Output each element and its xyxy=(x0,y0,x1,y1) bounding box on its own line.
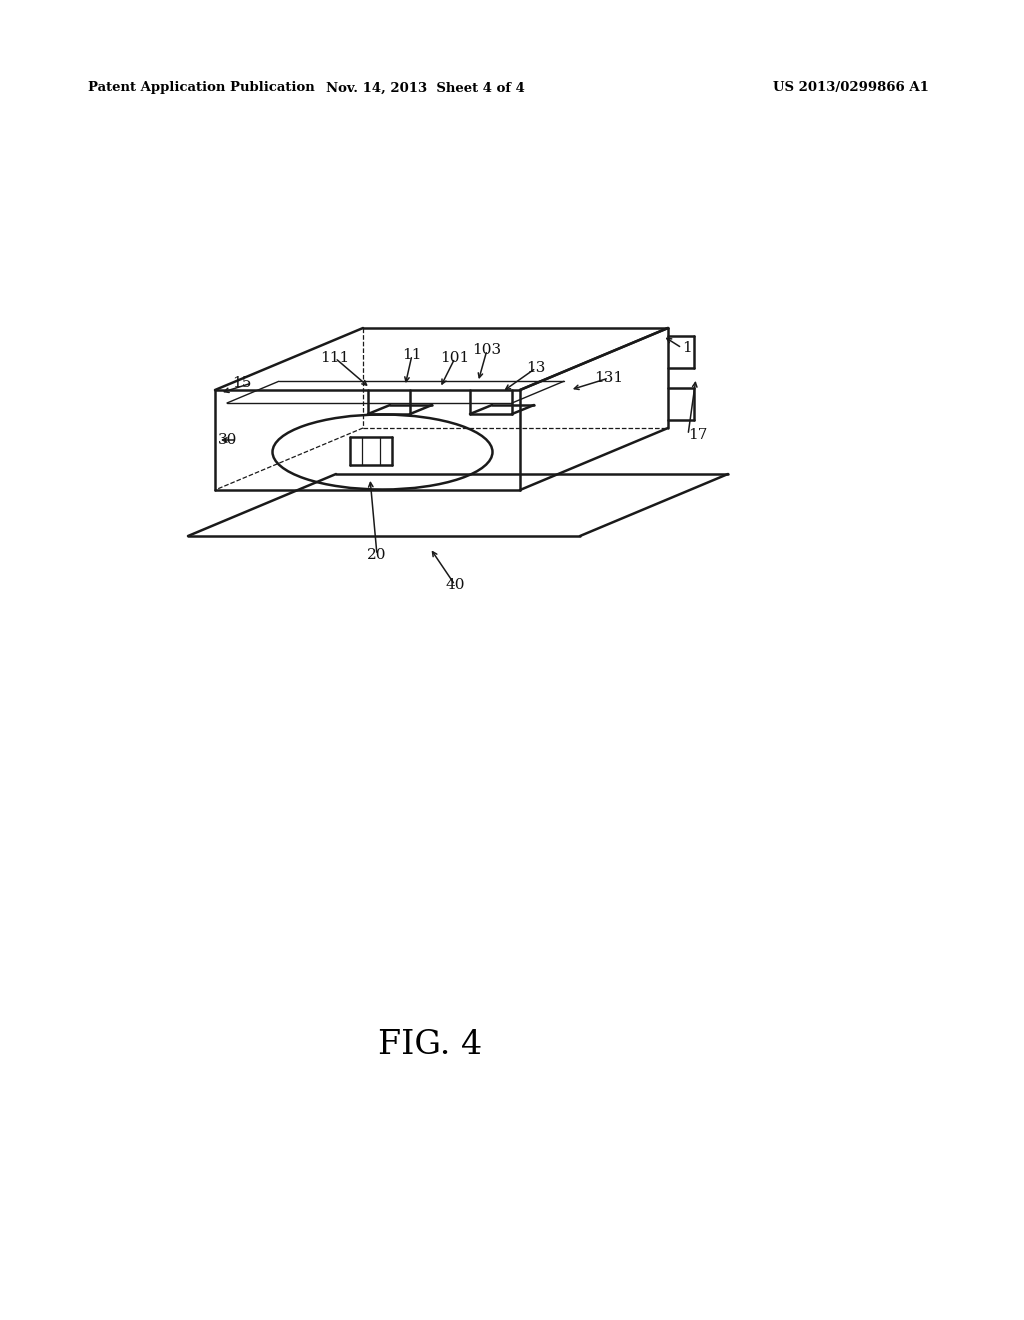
Text: 131: 131 xyxy=(595,371,624,385)
Text: 13: 13 xyxy=(526,360,546,375)
Text: 20: 20 xyxy=(368,548,387,562)
Text: 40: 40 xyxy=(445,578,465,591)
Text: 15: 15 xyxy=(232,376,252,389)
Text: 11: 11 xyxy=(402,348,422,362)
Text: 101: 101 xyxy=(440,351,470,366)
Text: FIG. 4: FIG. 4 xyxy=(378,1030,482,1061)
Text: US 2013/0299866 A1: US 2013/0299866 A1 xyxy=(773,82,929,95)
Text: Nov. 14, 2013  Sheet 4 of 4: Nov. 14, 2013 Sheet 4 of 4 xyxy=(326,82,524,95)
Text: 17: 17 xyxy=(688,428,708,442)
Text: 30: 30 xyxy=(218,433,237,447)
Text: 1: 1 xyxy=(682,341,692,355)
Text: Patent Application Publication: Patent Application Publication xyxy=(88,82,314,95)
Text: 111: 111 xyxy=(321,351,349,366)
Text: 103: 103 xyxy=(472,343,502,356)
